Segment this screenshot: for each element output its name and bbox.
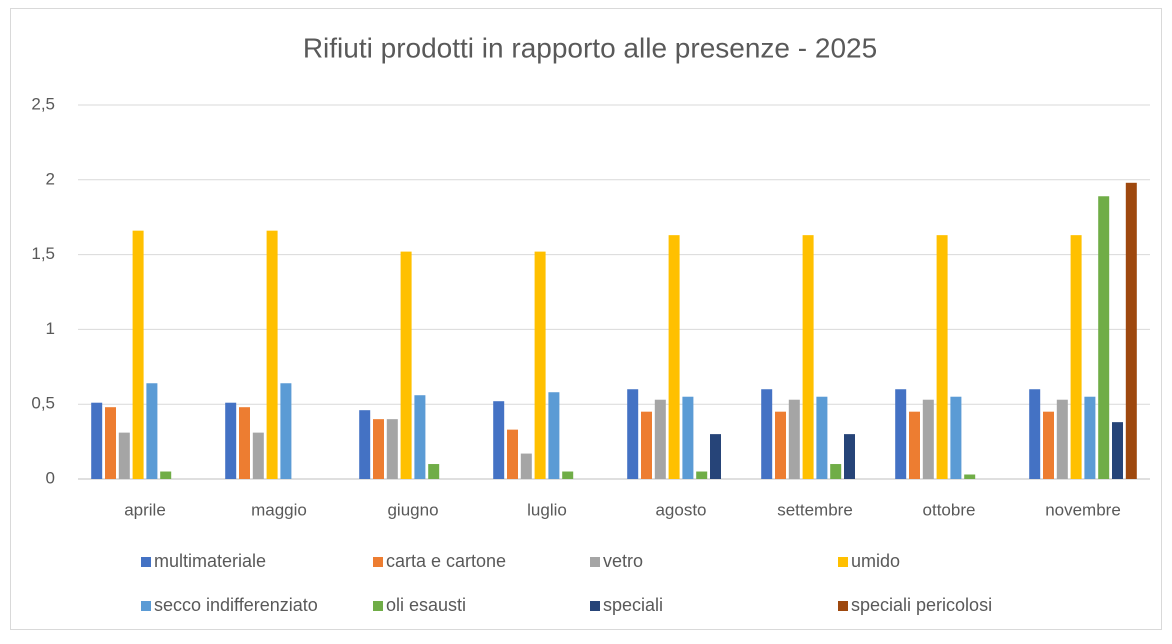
x-tick-label: giugno [387,500,438,519]
bar [359,410,371,479]
bar [132,230,144,479]
legend-swatch [838,557,848,567]
bar [548,392,560,479]
y-tick-label: 2 [46,169,55,188]
bar [400,251,412,479]
bar [641,411,652,479]
legend-swatch [373,601,383,611]
legend-swatch [838,601,848,611]
bar [386,419,398,479]
bar [105,407,116,479]
y-tick-label: 0,5 [31,394,55,413]
bar [895,389,907,479]
bar [710,434,721,479]
bar [682,396,694,479]
bar [627,389,639,479]
legend-label: umido [851,551,900,571]
bar [922,399,934,479]
bar [280,383,292,479]
legend-label: carta e cartone [386,551,506,571]
bar [909,411,920,479]
bar [252,432,264,479]
bar [844,434,855,479]
bar [225,402,237,479]
bar [414,395,426,479]
chart-frame [10,8,1162,630]
bar [239,407,250,479]
x-tick-label: aprile [124,500,166,519]
bar [146,383,158,479]
bar [950,396,962,479]
bar [775,411,786,479]
bar [266,230,278,479]
legend-swatch [590,601,600,611]
bar [562,471,574,479]
bar [802,235,814,479]
x-tick-label: luglio [527,500,567,519]
bar [428,464,440,479]
x-tick-label: settembre [777,500,853,519]
bar [91,402,103,479]
bar [654,399,666,479]
bar [160,471,172,479]
bar [493,401,505,479]
bar [964,474,976,479]
bar [1029,389,1041,479]
bar [1098,196,1110,480]
bar [373,419,384,479]
bar [1056,399,1068,479]
bar [1112,422,1123,479]
x-tick-label: ottobre [923,500,976,519]
bar [1043,411,1054,479]
bar [816,396,828,479]
bar [118,432,130,479]
legend-label: speciali pericolosi [851,595,992,615]
bar [788,399,800,479]
legend-label: secco indifferenziato [154,595,318,615]
x-tick-label: novembre [1045,500,1121,519]
bar [830,464,842,479]
bar [1084,396,1096,479]
bar [761,389,773,479]
bar [507,429,518,479]
y-tick-label: 0 [46,468,55,487]
bar [668,235,680,479]
bar [936,235,948,479]
y-tick-label: 1,5 [31,244,55,263]
legend-swatch [141,601,151,611]
chart-title: Rifiuti prodotti in rapporto alle presen… [303,32,877,63]
legend-swatch [373,557,383,567]
legend-label: vetro [603,551,643,571]
legend-swatch [590,557,600,567]
legend-label: speciali [603,595,663,615]
y-tick-label: 2,5 [31,94,55,113]
y-tick-label: 1 [46,319,55,338]
bar [1125,182,1137,480]
bar [534,251,546,479]
legend-label: oli esausti [386,595,466,615]
legend-label: multimateriale [154,551,266,571]
legend-swatch [141,557,151,567]
x-tick-label: maggio [251,500,307,519]
x-tick-label: agosto [655,500,706,519]
bar [520,453,532,479]
bar [696,471,708,479]
bar [1070,235,1082,479]
